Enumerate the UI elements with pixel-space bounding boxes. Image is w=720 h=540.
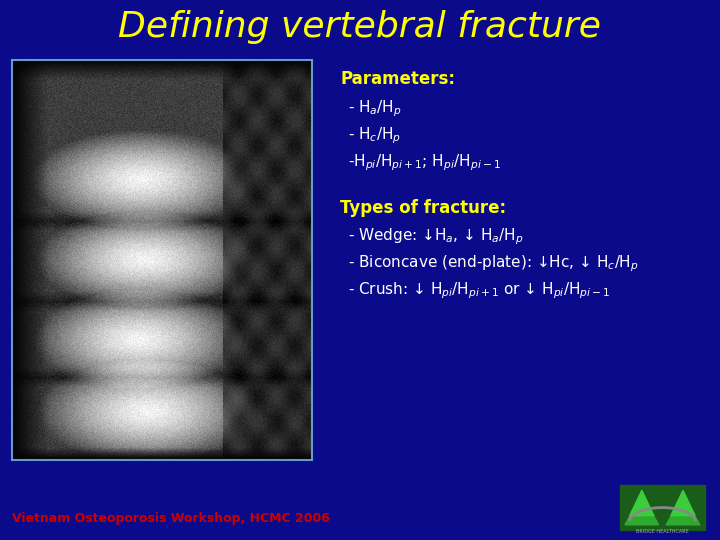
Text: Parameters:: Parameters: <box>340 70 455 88</box>
Text: - Biconcave (end-plate): ↓Hc, ↓ H$_c$/H$_p$: - Biconcave (end-plate): ↓Hc, ↓ H$_c$/H$… <box>348 253 639 274</box>
Text: H$_{pi}$: H$_{pi}$ <box>25 126 45 144</box>
Polygon shape <box>671 490 696 516</box>
Text: Defining vertebral fracture: Defining vertebral fracture <box>119 10 601 44</box>
Text: - H$_a$/H$_p$: - H$_a$/H$_p$ <box>348 98 402 119</box>
Polygon shape <box>625 494 659 525</box>
Text: -H$_{pi}$/H$_{pi+1}$; H$_{pi}$/H$_{pi-1}$: -H$_{pi}$/H$_{pi+1}$; H$_{pi}$/H$_{pi-1}… <box>348 152 501 173</box>
Text: (H$_{pi}$): (H$_{pi}$) <box>47 383 73 397</box>
Text: H$_a$: H$_a$ <box>242 267 258 282</box>
Polygon shape <box>666 494 700 525</box>
Text: - Crush: ↓ H$_{pi}$/H$_{pi+1}$ or ↓ H$_{pi}$/H$_{pi-1}$: - Crush: ↓ H$_{pi}$/H$_{pi+1}$ or ↓ H$_{… <box>348 280 611 301</box>
Text: Vietnam Osteoporosis Workshop, HCMC 2006: Vietnam Osteoporosis Workshop, HCMC 2006 <box>12 512 330 525</box>
Text: (H$_{pi+1}$): (H$_{pi+1}$) <box>40 263 80 277</box>
Text: BRIDGE HEALTHCARE: BRIDGE HEALTHCARE <box>636 529 689 534</box>
Text: - H$_c$/H$_p$: - H$_c$/H$_p$ <box>348 125 401 146</box>
Text: H$_{pi-1}$: H$_{pi-1}$ <box>55 354 89 370</box>
Text: H$_a$: H$_a$ <box>214 172 230 187</box>
Bar <box>621 485 704 530</box>
Text: H$_c$: H$_c$ <box>154 238 170 253</box>
Polygon shape <box>629 490 654 516</box>
Text: - Wedge: ↓H$_a$, ↓ H$_a$/H$_p$: - Wedge: ↓H$_a$, ↓ H$_a$/H$_p$ <box>348 226 523 247</box>
Text: Types of fracture:: Types of fracture: <box>340 199 506 217</box>
